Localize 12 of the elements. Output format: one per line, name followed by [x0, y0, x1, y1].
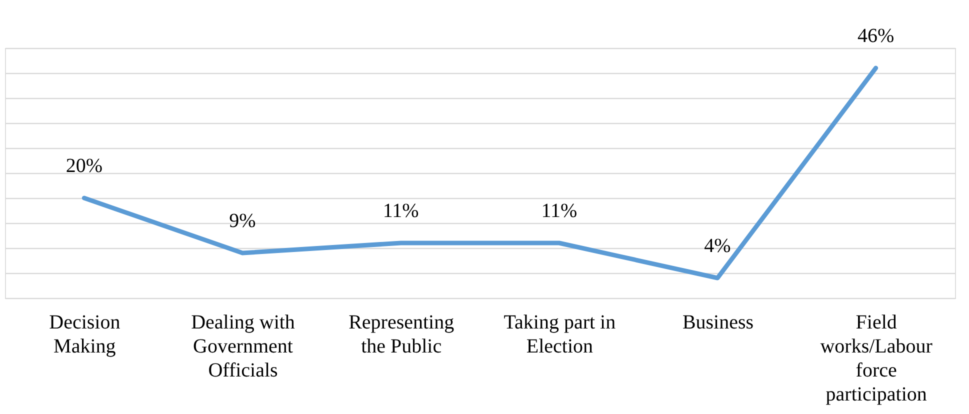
- data-label: 11%: [382, 200, 419, 222]
- x-tick-label: Field works/Labour force participation: [820, 312, 933, 406]
- data-label: 11%: [541, 200, 578, 222]
- x-tick-label: Dealing with Government Officials: [191, 312, 295, 382]
- data-label: 9%: [229, 210, 256, 232]
- x-tick-label: Representing the Public: [348, 312, 454, 358]
- data-label: 20%: [66, 155, 103, 177]
- data-label: 46%: [857, 25, 894, 47]
- x-tick-label: Decision Making: [49, 312, 120, 358]
- x-tick-label: Taking part in Election: [504, 312, 616, 358]
- data-label: 4%: [704, 235, 731, 257]
- x-tick-label: Business: [682, 312, 754, 334]
